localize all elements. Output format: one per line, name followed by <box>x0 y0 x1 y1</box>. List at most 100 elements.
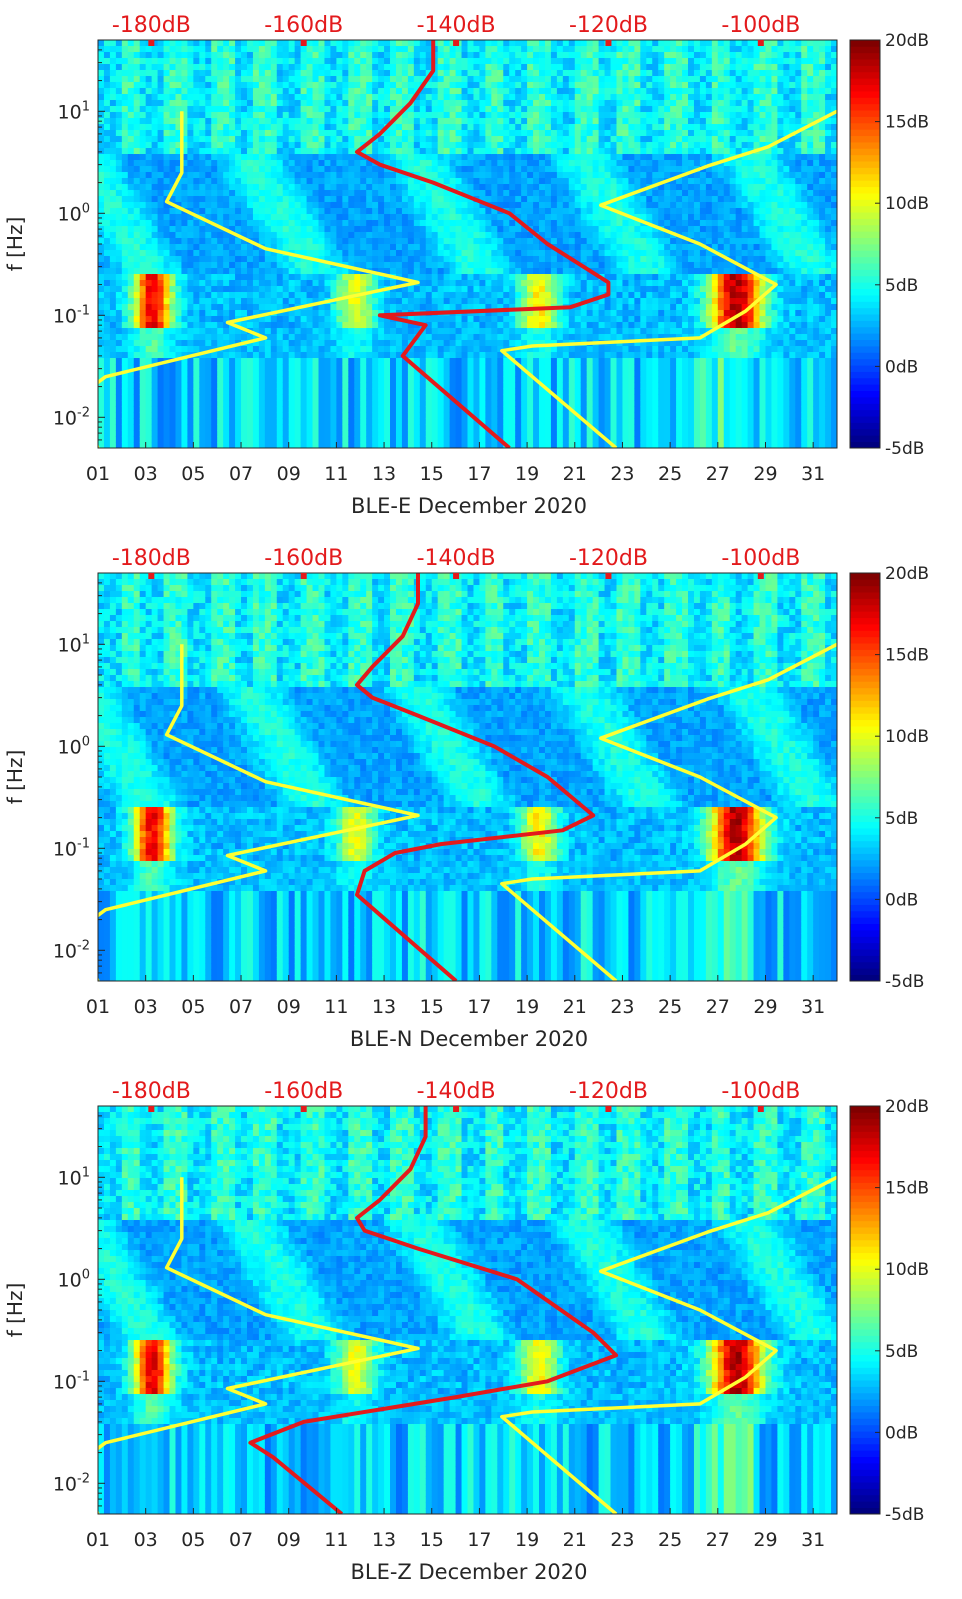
colorbar-segment <box>850 244 880 251</box>
colorbar-segment <box>850 180 880 188</box>
colorbar-segment <box>850 930 880 937</box>
colorbar-segment <box>850 1252 880 1260</box>
colorbar-segment <box>850 1380 880 1387</box>
colorbar-segment <box>850 397 880 404</box>
colorbar-segment <box>850 91 880 98</box>
colorbar-segment <box>850 1188 880 1196</box>
colorbar-segment <box>850 1316 880 1324</box>
colorbar-segment <box>850 1437 880 1445</box>
colorbar-segment <box>850 1271 880 1279</box>
colorbar-segment <box>850 891 880 899</box>
colorbar-segment <box>850 1367 880 1375</box>
spectrogram-heatmap <box>98 1106 837 1514</box>
spectrogram-chart-e: 01 03 05 07 09 11 13 15 17 19 21 23 25 27 29 31 10-2 10-1… <box>3 13 929 485</box>
colorbar-segment <box>850 1137 880 1145</box>
colorbar-segment <box>850 1501 880 1509</box>
colorbar-segment <box>850 1169 880 1177</box>
colorbar-segment <box>850 968 880 976</box>
x-tick-label: 17 <box>467 463 491 485</box>
colorbar-segment <box>850 1278 880 1285</box>
x-tick-label: 27 <box>706 996 730 1018</box>
top-axis-tick <box>300 1106 307 1112</box>
spectrogram-heatmap <box>98 40 837 448</box>
x-tick-label: 19 <box>515 463 539 485</box>
colorbar-segment <box>850 1195 880 1203</box>
colorbar-segment <box>850 1488 880 1496</box>
colorbar-segment <box>850 52 880 60</box>
colorbar-segment <box>850 218 880 226</box>
colorbar-tick-label: 5dB <box>885 1342 918 1362</box>
colorbar-tick-label: 10dB <box>885 1260 929 1280</box>
colorbar-segment <box>850 1290 880 1298</box>
x-tick-label: 29 <box>753 463 777 485</box>
series-line-station-PSD <box>355 40 611 448</box>
colorbar-segment <box>850 579 880 587</box>
colorbar-segment <box>850 719 880 727</box>
colorbar-segment <box>850 1208 880 1215</box>
colorbar-segment <box>850 1348 880 1356</box>
top-axis-label: -120dB <box>569 13 648 38</box>
x-tick-label: 15 <box>420 463 444 485</box>
colorbar-tick-label: 0dB <box>885 1423 918 1443</box>
colorbar-segment <box>850 808 880 816</box>
colorbar-tick-label: 0dB <box>885 890 918 910</box>
colorbar-segment <box>850 103 880 111</box>
colorbar-segment <box>850 706 880 714</box>
colorbar-segment <box>850 301 880 309</box>
colorbar-segment <box>850 422 880 430</box>
y-tick-label: 10-2 <box>53 405 90 429</box>
colorbar-segment <box>850 770 880 778</box>
series-line-low-noise-model <box>98 1177 420 1514</box>
x-tick-label: 09 <box>277 463 301 485</box>
colorbar-segment <box>850 1418 880 1426</box>
colorbar-segment <box>850 668 880 676</box>
colorbar-segment <box>850 1182 880 1190</box>
colorbar-segment <box>850 307 880 315</box>
top-axis-label: -140dB <box>417 1079 496 1104</box>
colorbar-segment <box>850 585 880 593</box>
colorbar-segment <box>850 713 880 721</box>
colorbar-segment <box>850 256 880 264</box>
spectrogram-panel-e: 01 03 05 07 09 11 13 15 17 19 21 23 25 27 29 31 10-2 10-1… <box>0 0 962 533</box>
colorbar-segment <box>850 1259 880 1266</box>
colorbar-segment <box>850 142 880 149</box>
spectrogram-chart-n: 01 03 05 07 09 11 13 15 17 19 21 23 25 27 29 31 10-2 10-1… <box>3 546 929 1018</box>
colorbar-segment <box>850 1354 880 1362</box>
colorbar-segment <box>850 1392 880 1400</box>
colorbar-segment <box>850 122 880 130</box>
colorbar-segment <box>850 866 880 874</box>
x-tick-label: 05 <box>181 463 205 485</box>
colorbar-segment <box>850 97 880 105</box>
top-axis-label: -120dB <box>569 546 648 571</box>
colorbar-tick-label: -5dB <box>885 972 924 992</box>
top-axis-label: -100dB <box>721 546 800 571</box>
colorbar-segment <box>850 783 880 791</box>
colorbar-segment <box>850 1144 880 1152</box>
colorbar-segment <box>850 250 880 258</box>
x-tick-label: 23 <box>610 463 634 485</box>
colorbar-tick-label: 15dB <box>885 646 929 666</box>
colorbar-segment <box>850 116 880 124</box>
colorbar-tick-label: 5dB <box>885 276 918 296</box>
colorbar-segment <box>850 377 880 385</box>
colorbar-segment <box>850 84 880 92</box>
colorbar-segment <box>850 840 880 848</box>
colorbar-segment <box>850 1405 880 1413</box>
x-tick-label: 27 <box>706 1529 730 1551</box>
colorbar-segment <box>850 955 880 963</box>
top-axis-tick <box>453 573 460 579</box>
y-axis-label: f [Hz] <box>3 217 27 272</box>
colorbar-segment <box>850 1265 880 1273</box>
colorbar-segment <box>850 1163 880 1171</box>
colorbar-segment <box>850 738 880 746</box>
y-tick-label: 100 <box>58 734 90 758</box>
colorbar-tick-label: 0dB <box>885 357 918 377</box>
colorbar-segment <box>850 898 880 905</box>
y-tick-label: 100 <box>58 1267 90 1291</box>
colorbar-segment <box>850 403 880 411</box>
colorbar-tick-label: 5dB <box>885 809 918 829</box>
x-tick-label: 21 <box>563 996 587 1018</box>
colorbar-segment <box>850 135 880 143</box>
colorbar-segment <box>850 358 880 366</box>
colorbar-segment <box>850 789 880 797</box>
